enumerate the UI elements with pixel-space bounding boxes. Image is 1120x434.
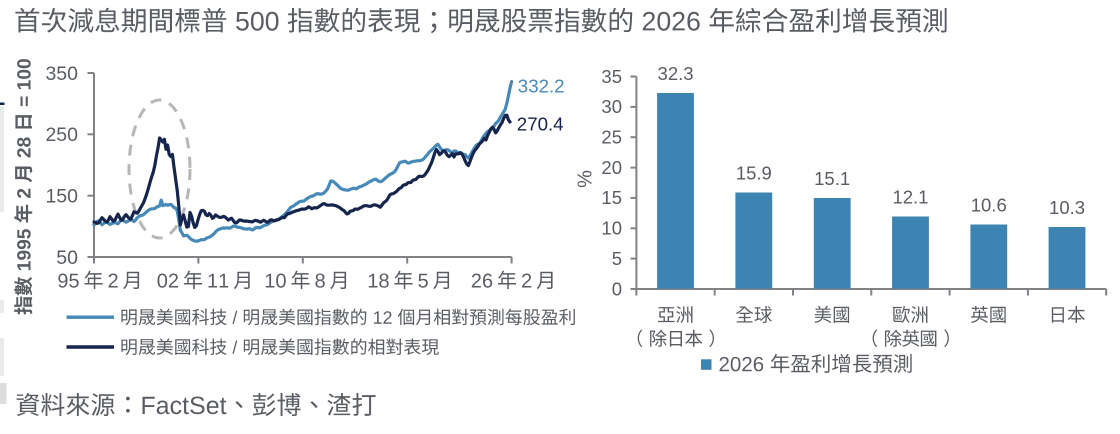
- svg-text:250: 250: [45, 124, 78, 146]
- svg-text:20: 20: [601, 157, 622, 178]
- svg-text:50: 50: [56, 247, 78, 269]
- svg-text:150: 150: [45, 186, 78, 208]
- svg-text:332.2: 332.2: [518, 75, 565, 96]
- svg-text:15.9: 15.9: [736, 163, 772, 184]
- svg-text:15: 15: [601, 187, 622, 208]
- svg-text:%: %: [575, 170, 597, 188]
- svg-text:5: 5: [612, 248, 622, 269]
- svg-text:270.4: 270.4: [517, 113, 564, 134]
- svg-text:10.3: 10.3: [1049, 197, 1085, 218]
- svg-text:12.1: 12.1: [892, 187, 928, 208]
- svg-text:32.3: 32.3: [658, 63, 694, 84]
- svg-text:10.6: 10.6: [971, 195, 1007, 216]
- svg-text:30: 30: [601, 96, 622, 117]
- svg-text:35: 35: [601, 66, 622, 87]
- svg-text:10: 10: [601, 218, 622, 239]
- svg-text:0: 0: [612, 278, 622, 299]
- svg-text:25: 25: [601, 127, 622, 148]
- svg-text:15.1: 15.1: [814, 168, 850, 189]
- svg-text:350: 350: [45, 63, 78, 85]
